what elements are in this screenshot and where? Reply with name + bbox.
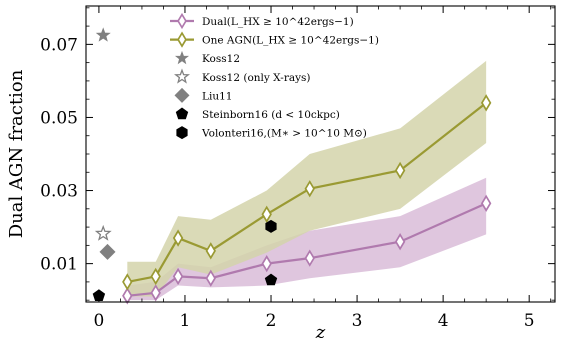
legend-label-3: Koss12 (only X-rays) [202, 72, 311, 84]
legend-label-2: Koss12 [202, 53, 240, 65]
point-series-0 [480, 194, 492, 212]
point-series-0 [172, 267, 184, 286]
y-tick-label: 0.07 [40, 35, 78, 55]
marker-diamond-2 [99, 243, 116, 260]
line-series-1 [127, 101, 487, 283]
line-series-0 [127, 202, 487, 297]
point-series-0 [394, 233, 406, 251]
legend-marker-3 [174, 68, 190, 84]
marker-star-open-1 [94, 224, 112, 241]
legend-marker-5 [175, 107, 189, 120]
point-series-0 [122, 287, 133, 305]
point-series-1 [205, 242, 216, 260]
series-markers [92, 27, 492, 305]
marker-hexagon-4 [265, 219, 277, 233]
point-series-0 [261, 254, 272, 273]
marker-pentagon-3 [264, 273, 278, 286]
point-series-0 [304, 249, 315, 267]
point-series-1 [394, 161, 406, 180]
x-tick-label: 4 [438, 311, 449, 331]
y-tick-label: 0.05 [40, 108, 78, 128]
y-tick-labels: 0.01 0.03 0.05 0.07 [40, 35, 78, 274]
legend-marker-6 [176, 126, 188, 140]
point-series-0 [205, 269, 216, 287]
x-tick-label: 5 [524, 311, 535, 331]
legend-label-4: Liu11 [202, 90, 232, 102]
x-tick-label: 2 [266, 311, 277, 331]
marker-star-0 [95, 27, 111, 42]
legend: Dual(L_HX ≥ 10^42ergs−1) One AGN(L_HX ≥ 1… [170, 12, 379, 140]
band-series-1 [127, 60, 487, 297]
legend-marker-0 [177, 12, 187, 30]
point-series-0 [150, 284, 161, 302]
legend-label-6: Volonteri16,(M∗ > 10^10 M⊙) [201, 128, 367, 140]
y-tick-label: 0.01 [40, 255, 78, 275]
point-series-1 [304, 180, 315, 198]
x-tick-label: 0 [93, 311, 104, 331]
legend-marker-4 [174, 87, 190, 103]
y-axis-label: Dual AGN fraction [6, 69, 27, 238]
point-series-1 [480, 94, 492, 112]
series-lines [127, 101, 487, 297]
x-tick-label: 3 [352, 311, 363, 331]
y-tick-label: 0.03 [40, 182, 78, 202]
x-tick-labels: 0 1 2 3 4 5 [93, 311, 534, 331]
point-series-1 [150, 267, 161, 286]
legend-label-5: Steinborn16 (d < 10ckpc) [202, 109, 340, 121]
x-axis-label: z [315, 322, 326, 338]
uncertainty-bands [127, 60, 487, 301]
point-series-1 [172, 229, 184, 247]
point-series-1 [122, 273, 133, 291]
legend-label-1: One AGN(L_HX ≥ 10^42ergs−1) [202, 35, 379, 47]
legend-marker-1 [177, 31, 187, 48]
axis-ticks [86, 6, 555, 302]
legend-label-0: Dual(L_HX ≥ 10^42ergs−1) [202, 16, 354, 28]
point-series-1 [261, 205, 272, 223]
x-tick-label: 1 [180, 311, 191, 331]
legend-marker-2 [174, 50, 190, 65]
